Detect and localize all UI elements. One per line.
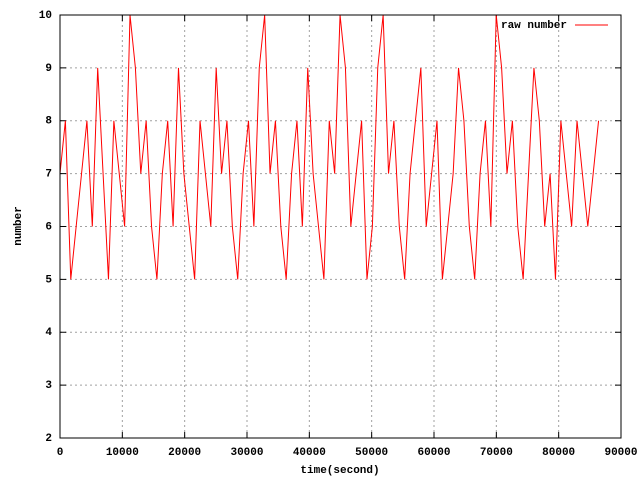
- legend-label: raw number: [501, 20, 567, 32]
- plot-frame: [59, 14, 622, 439]
- data-line: [59, 14, 600, 280]
- x-tick-label: 80000: [542, 447, 575, 459]
- x-tick-label: 60000: [417, 447, 450, 459]
- x-tick-label: 30000: [230, 447, 263, 459]
- y-tick-label: 6: [45, 221, 52, 233]
- y-tick-label: 5: [45, 274, 52, 286]
- y-tick-label: 10: [39, 10, 52, 22]
- x-tick-label: 40000: [293, 447, 326, 459]
- x-tick-label: 0: [57, 447, 64, 459]
- x-tick-label: 10000: [106, 447, 139, 459]
- y-tick-label: 8: [45, 116, 52, 128]
- x-axis-label: time(second): [300, 465, 379, 477]
- y-axis-label: number: [13, 206, 25, 246]
- x-tick-label: 90000: [604, 447, 637, 459]
- y-tick-label: 4: [45, 327, 52, 339]
- y-tick-label: 9: [45, 63, 52, 75]
- x-tick-label: 20000: [168, 447, 201, 459]
- y-tick-label: 2: [45, 433, 52, 445]
- x-tick-label: 70000: [480, 447, 513, 459]
- y-tick-label: 3: [45, 380, 52, 392]
- y-tick-label: 7: [45, 169, 52, 181]
- x-tick-label: 50000: [355, 447, 388, 459]
